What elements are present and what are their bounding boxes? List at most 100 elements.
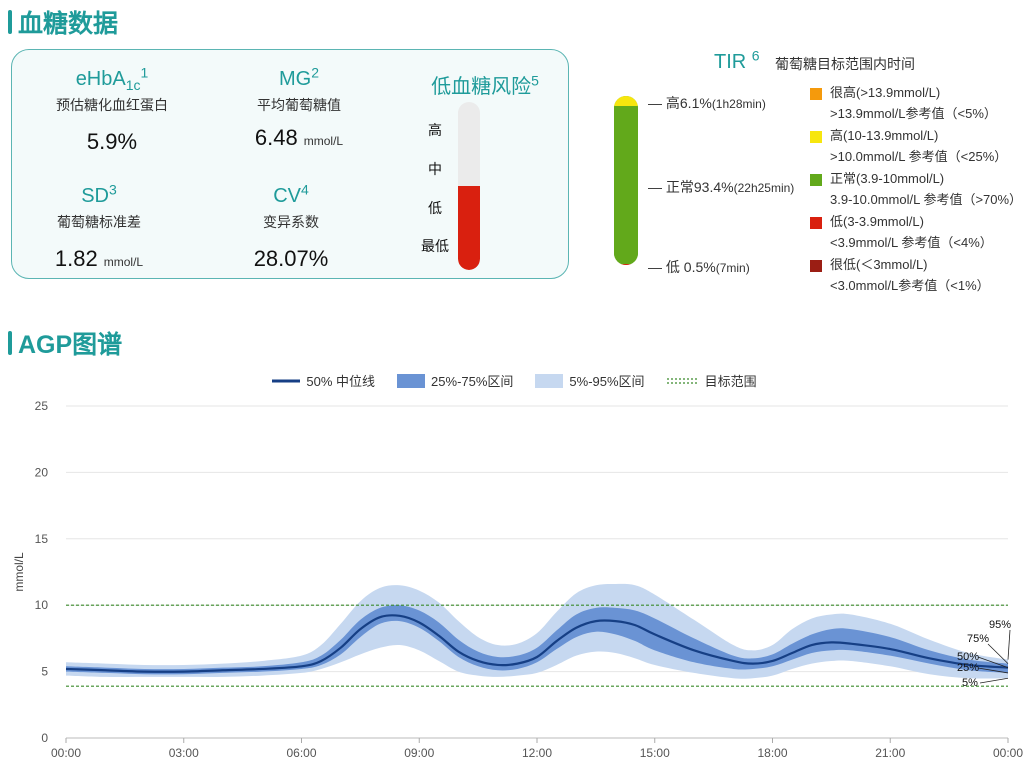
metric-desc: 预估糖化血红蛋白 <box>56 97 168 113</box>
x-tick-label: 00:00 <box>51 746 81 760</box>
band-25-75 <box>66 605 1008 675</box>
outer-band-swatch <box>535 373 564 388</box>
y-tick-label: 25 <box>35 399 49 413</box>
tir-legend-reference: >10.0mmol/L 参考值（<25%） <box>830 149 1008 164</box>
tir-legend-item: 低(3-3.9mmol/L) <3.9mmol/L 参考值（<4%） <box>810 214 993 253</box>
tir-subtitle: 葡萄糖目标范围内时间 <box>775 56 915 72</box>
legend-item-iqr: 25%-75%区间 <box>397 371 513 390</box>
metric-desc: 平均葡萄糖值 <box>257 97 341 113</box>
legend-item-target: 目标范围 <box>666 371 757 390</box>
metric-name: eHbA1c1 <box>75 64 149 93</box>
tir-legend-swatch <box>810 217 822 229</box>
y-tick-label: 20 <box>35 465 49 479</box>
tir-segment-normal <box>614 106 638 265</box>
metric-value: 6.48 mmol/L <box>254 125 344 150</box>
section-accent-bar <box>8 10 12 34</box>
target-range-swatch <box>666 377 699 384</box>
section-header-agp: AGP图谱 <box>8 325 122 361</box>
percentile-leader <box>979 677 1009 684</box>
tir-legend-range: 很高(>13.9mmol/L) <box>830 85 941 100</box>
metric-name: SD3 <box>81 181 117 207</box>
y-tick-label: 10 <box>35 598 49 612</box>
tir-legend-swatch <box>810 260 822 272</box>
percentile-leader <box>977 667 1009 674</box>
y-axis-label: mmol/L <box>12 552 26 592</box>
agp-chart: 0 5 10 15 20 25 mmol/L 00:00 03:00 06:00 09:00 12:0… <box>12 399 1023 760</box>
tir-legend-item: 很低(＜3mmol/L) <3.0mmol/L参考值（<1%） <box>810 257 990 296</box>
tir-legend-range: 正常(3.9-10mmol/L) <box>830 171 945 186</box>
x-tick-label: 06:00 <box>286 746 316 760</box>
metric-name: MG2 <box>278 64 319 90</box>
percentile-label: 50% <box>957 651 979 663</box>
tir-legend-reference: >13.9mmol/L参考值（<5%） <box>830 106 997 121</box>
tir-legend-reference: <3.9mmol/L 参考值（<4%） <box>830 235 993 250</box>
hypo-risk-gauge-fill <box>458 186 480 270</box>
y-tick-label: 0 <box>41 731 48 745</box>
x-tick-label: 09:00 <box>404 746 434 760</box>
tir-legend-item: 高(10-13.9mmol/L) >10.0mmol/L 参考值（<25%） <box>810 128 1007 167</box>
tir-legend-reference: 3.9-10.0mmol/L 参考值（>70%） <box>830 192 1023 207</box>
median-line <box>65 614 1009 673</box>
iqr-swatch <box>397 373 426 388</box>
metric-sd: SD3 葡萄糖标准差 1.82 mmol/L <box>9 181 189 272</box>
tir-legend-range: 很低(＜3mmol/L) <box>830 257 928 272</box>
tir-legend-text: 很低(＜3mmol/L) <3.0mmol/L参考值（<1%） <box>830 254 990 296</box>
metric-desc: 葡萄糖标准差 <box>57 214 141 230</box>
percentile-leader <box>977 656 1009 668</box>
metric-desc: 变异系数 <box>263 214 319 230</box>
metric-ehba1c: eHbA1c1 预估糖化血红蛋白 5.9% <box>22 64 202 155</box>
metric-name: CV4 <box>273 181 309 207</box>
tir-legend-range: 低(3-3.9mmol/L) <box>830 214 924 229</box>
tir-legend-reference: <3.0mmol/L参考值（<1%） <box>830 278 990 293</box>
section-accent-bar <box>8 331 12 355</box>
tir-legend-item: 很高(>13.9mmol/L) >13.9mmol/L参考值（<5%） <box>810 85 997 124</box>
percentile-label: 25% <box>957 662 979 674</box>
metric-cv: CV4 变异系数 28.07% <box>201 181 381 272</box>
x-tick-label: 21:00 <box>875 746 905 760</box>
percentile-label: 95% <box>989 619 1011 631</box>
y-tick-label: 15 <box>35 532 49 546</box>
section-title: AGP图谱 <box>18 331 123 359</box>
x-tick-label: 15:00 <box>640 746 670 760</box>
hypo-risk-level-mid: 中 <box>428 161 442 177</box>
tir-label-normal: — 正常93.4%(22h25min) <box>648 179 795 195</box>
metric-value: 28.07% <box>253 246 329 271</box>
metric-value: 1.82 mmol/L <box>54 246 144 271</box>
y-tick-label: 5 <box>41 665 48 679</box>
tir-legend-swatch <box>810 174 822 186</box>
x-tick-label: 00:00 <box>993 746 1023 760</box>
tir-title: TIR 6 <box>714 47 760 73</box>
section-header-glucose: 血糖数据 <box>8 4 118 40</box>
metric-mg: MG2 平均葡萄糖值 6.48 mmol/L <box>209 64 389 151</box>
hypo-risk-level-lowest: 最低 <box>421 238 449 254</box>
tir-legend-swatch <box>810 131 822 143</box>
hypo-risk-title: 低血糖风险5 <box>431 72 539 98</box>
tir-legend-text: 正常(3.9-10mmol/L) 3.9-10.0mmol/L 参考值（>70%） <box>830 168 1022 210</box>
tir-legend-swatch <box>810 88 822 100</box>
tir-legend-text: 很高(>13.9mmol/L) >13.9mmol/L参考值（<5%） <box>830 82 997 124</box>
tir-stacked-bar <box>614 96 638 265</box>
tir-legend-range: 高(10-13.9mmol/L) <box>830 128 939 143</box>
tir-legend-item: 正常(3.9-10mmol/L) 3.9-10.0mmol/L 参考值（>70%） <box>810 171 1022 210</box>
band-5-95 <box>66 583 1008 679</box>
percentile-leader <box>987 643 1009 664</box>
x-tick-label: 03:00 <box>169 746 199 760</box>
tir-label-low: — 低 0.5%(7min) <box>648 259 750 275</box>
x-tick-label: 12:00 <box>522 746 552 760</box>
legend-item-outer: 5%-95%区间 <box>535 371 645 390</box>
x-tick-label: 18:00 <box>757 746 787 760</box>
median-line-swatch <box>272 379 301 382</box>
section-title: 血糖数据 <box>18 10 119 38</box>
metric-value: 5.9% <box>86 129 138 154</box>
tir-legend-text: 高(10-13.9mmol/L) >10.0mmol/L 参考值（<25%） <box>830 125 1007 167</box>
agp-legend: 50% 中位线 25%-75%区间 5%-95%区间 目标范围 <box>0 371 1029 390</box>
tir-segment-low <box>614 264 638 265</box>
tir-segment-high <box>614 96 638 107</box>
legend-item-median: 50% 中位线 <box>272 371 375 390</box>
hypo-risk-level-low: 低 <box>428 200 442 216</box>
percentile-leader <box>1007 629 1011 660</box>
hypo-risk-level-high: 高 <box>428 122 442 138</box>
percentile-label: 75% <box>967 633 989 645</box>
hypo-risk-gauge <box>458 102 480 270</box>
metrics-card: eHbA1c1 预估糖化血红蛋白 5.9% MG2 平均葡萄糖值 6.48 mmo… <box>11 49 569 279</box>
